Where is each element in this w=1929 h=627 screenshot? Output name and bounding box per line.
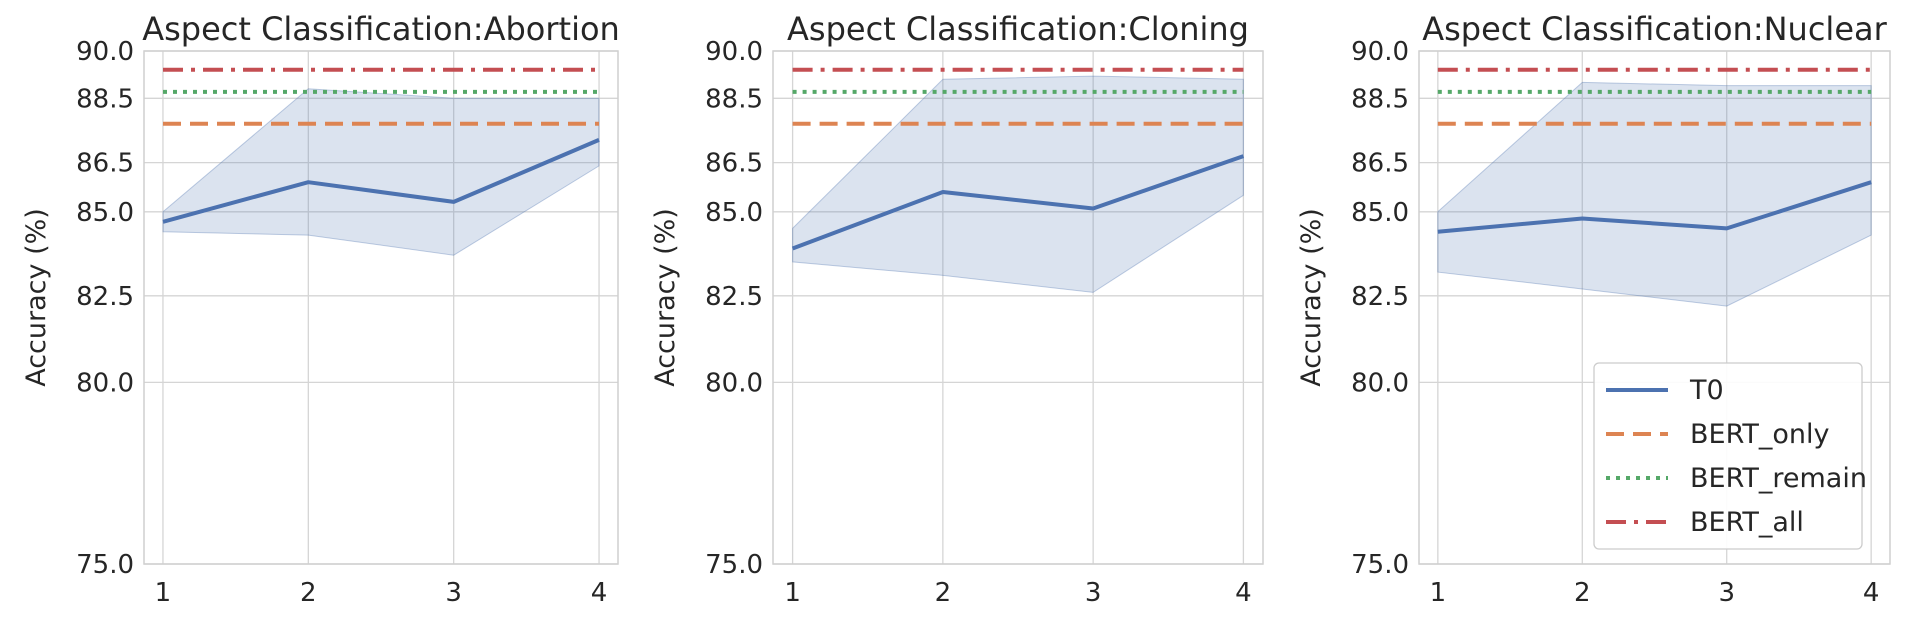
x-tick-label: 4	[1235, 578, 1252, 608]
y-tick-label: 82.5	[1351, 282, 1409, 312]
chart-panel-3: 75.0 80.0 82.5 85.0 86.5 88.5 90.0 1 2 3 4 Aspect C…	[1296, 10, 1891, 608]
x-tick-label: 1	[784, 578, 801, 608]
y-tick-label: 88.5	[705, 84, 763, 114]
x-tick-label: 3	[1718, 578, 1735, 608]
legend-label: T0	[1689, 375, 1724, 406]
y-tick-label: 82.5	[76, 282, 134, 312]
legend-label: BERT_all	[1690, 507, 1804, 538]
confidence-band	[792, 75, 1244, 293]
x-tick-label: 2	[300, 578, 317, 608]
chart-panel-2: 75.0 80.0 82.5 85.0 86.5 88.5 90.0 1 2 3 4 Aspect C…	[650, 10, 1264, 608]
y-tick-label: 86.5	[76, 149, 134, 179]
legend-label: BERT_remain	[1690, 463, 1867, 494]
y-axis-label: Accuracy (%)	[1296, 208, 1327, 387]
x-tick-label: 1	[1430, 578, 1447, 608]
y-tick-label: 82.5	[705, 282, 763, 312]
x-tick-label: 3	[1085, 578, 1102, 608]
x-tick-label: 4	[591, 578, 608, 608]
y-tick-label: 75.0	[1351, 550, 1409, 580]
y-tick-label: 80.0	[705, 368, 763, 398]
legend: T0 BERT_only BERT_remain BERT_all	[1593, 362, 1867, 550]
y-axis-label: Accuracy (%)	[650, 208, 681, 387]
axes-frame	[143, 50, 619, 565]
y-tick-label: 90.0	[1351, 37, 1409, 67]
y-tick-label: 86.5	[1351, 149, 1409, 179]
axes-frame	[772, 50, 1264, 565]
y-tick-label: 85.0	[76, 198, 134, 228]
chart-title: Aspect Classification:Abortion	[142, 10, 620, 48]
y-tick-label: 88.5	[1351, 84, 1409, 114]
legend-label: BERT_only	[1690, 419, 1830, 450]
y-axis-label: Accuracy (%)	[21, 208, 52, 387]
y-tick-label: 80.0	[1351, 368, 1409, 398]
x-tick-label: 4	[1863, 578, 1880, 608]
chart-title: Aspect Classification:Cloning	[787, 10, 1249, 48]
axes-frame	[1418, 50, 1891, 565]
y-tick-label: 90.0	[705, 37, 763, 67]
confidence-band	[1437, 81, 1872, 307]
y-tick-label: 85.0	[1351, 198, 1409, 228]
x-tick-label: 3	[445, 578, 462, 608]
y-tick-label: 86.5	[705, 149, 763, 179]
chart-panel-1: 75.0 80.0 82.5 85.0 86.5 88.5 90.0 1 2 3 4 Aspect C…	[21, 10, 620, 608]
plot-area	[773, 51, 1263, 564]
x-tick-label: 2	[935, 578, 952, 608]
y-tick-label: 90.0	[76, 37, 134, 67]
chart-title: Aspect Classification:Nuclear	[1422, 10, 1887, 48]
x-tick-label: 2	[1574, 578, 1591, 608]
series-line-t0	[162, 138, 600, 224]
y-tick-label: 85.0	[705, 198, 763, 228]
y-tick-label: 75.0	[705, 550, 763, 580]
y-tick-label: 88.5	[76, 84, 134, 114]
y-tick-label: 75.0	[76, 550, 134, 580]
plot-area	[144, 51, 618, 564]
y-tick-label: 80.0	[76, 368, 134, 398]
x-tick-label: 1	[155, 578, 172, 608]
series-line-t0	[791, 154, 1245, 251]
series-line-t0	[1437, 180, 1872, 234]
legend-box	[1593, 362, 1863, 550]
